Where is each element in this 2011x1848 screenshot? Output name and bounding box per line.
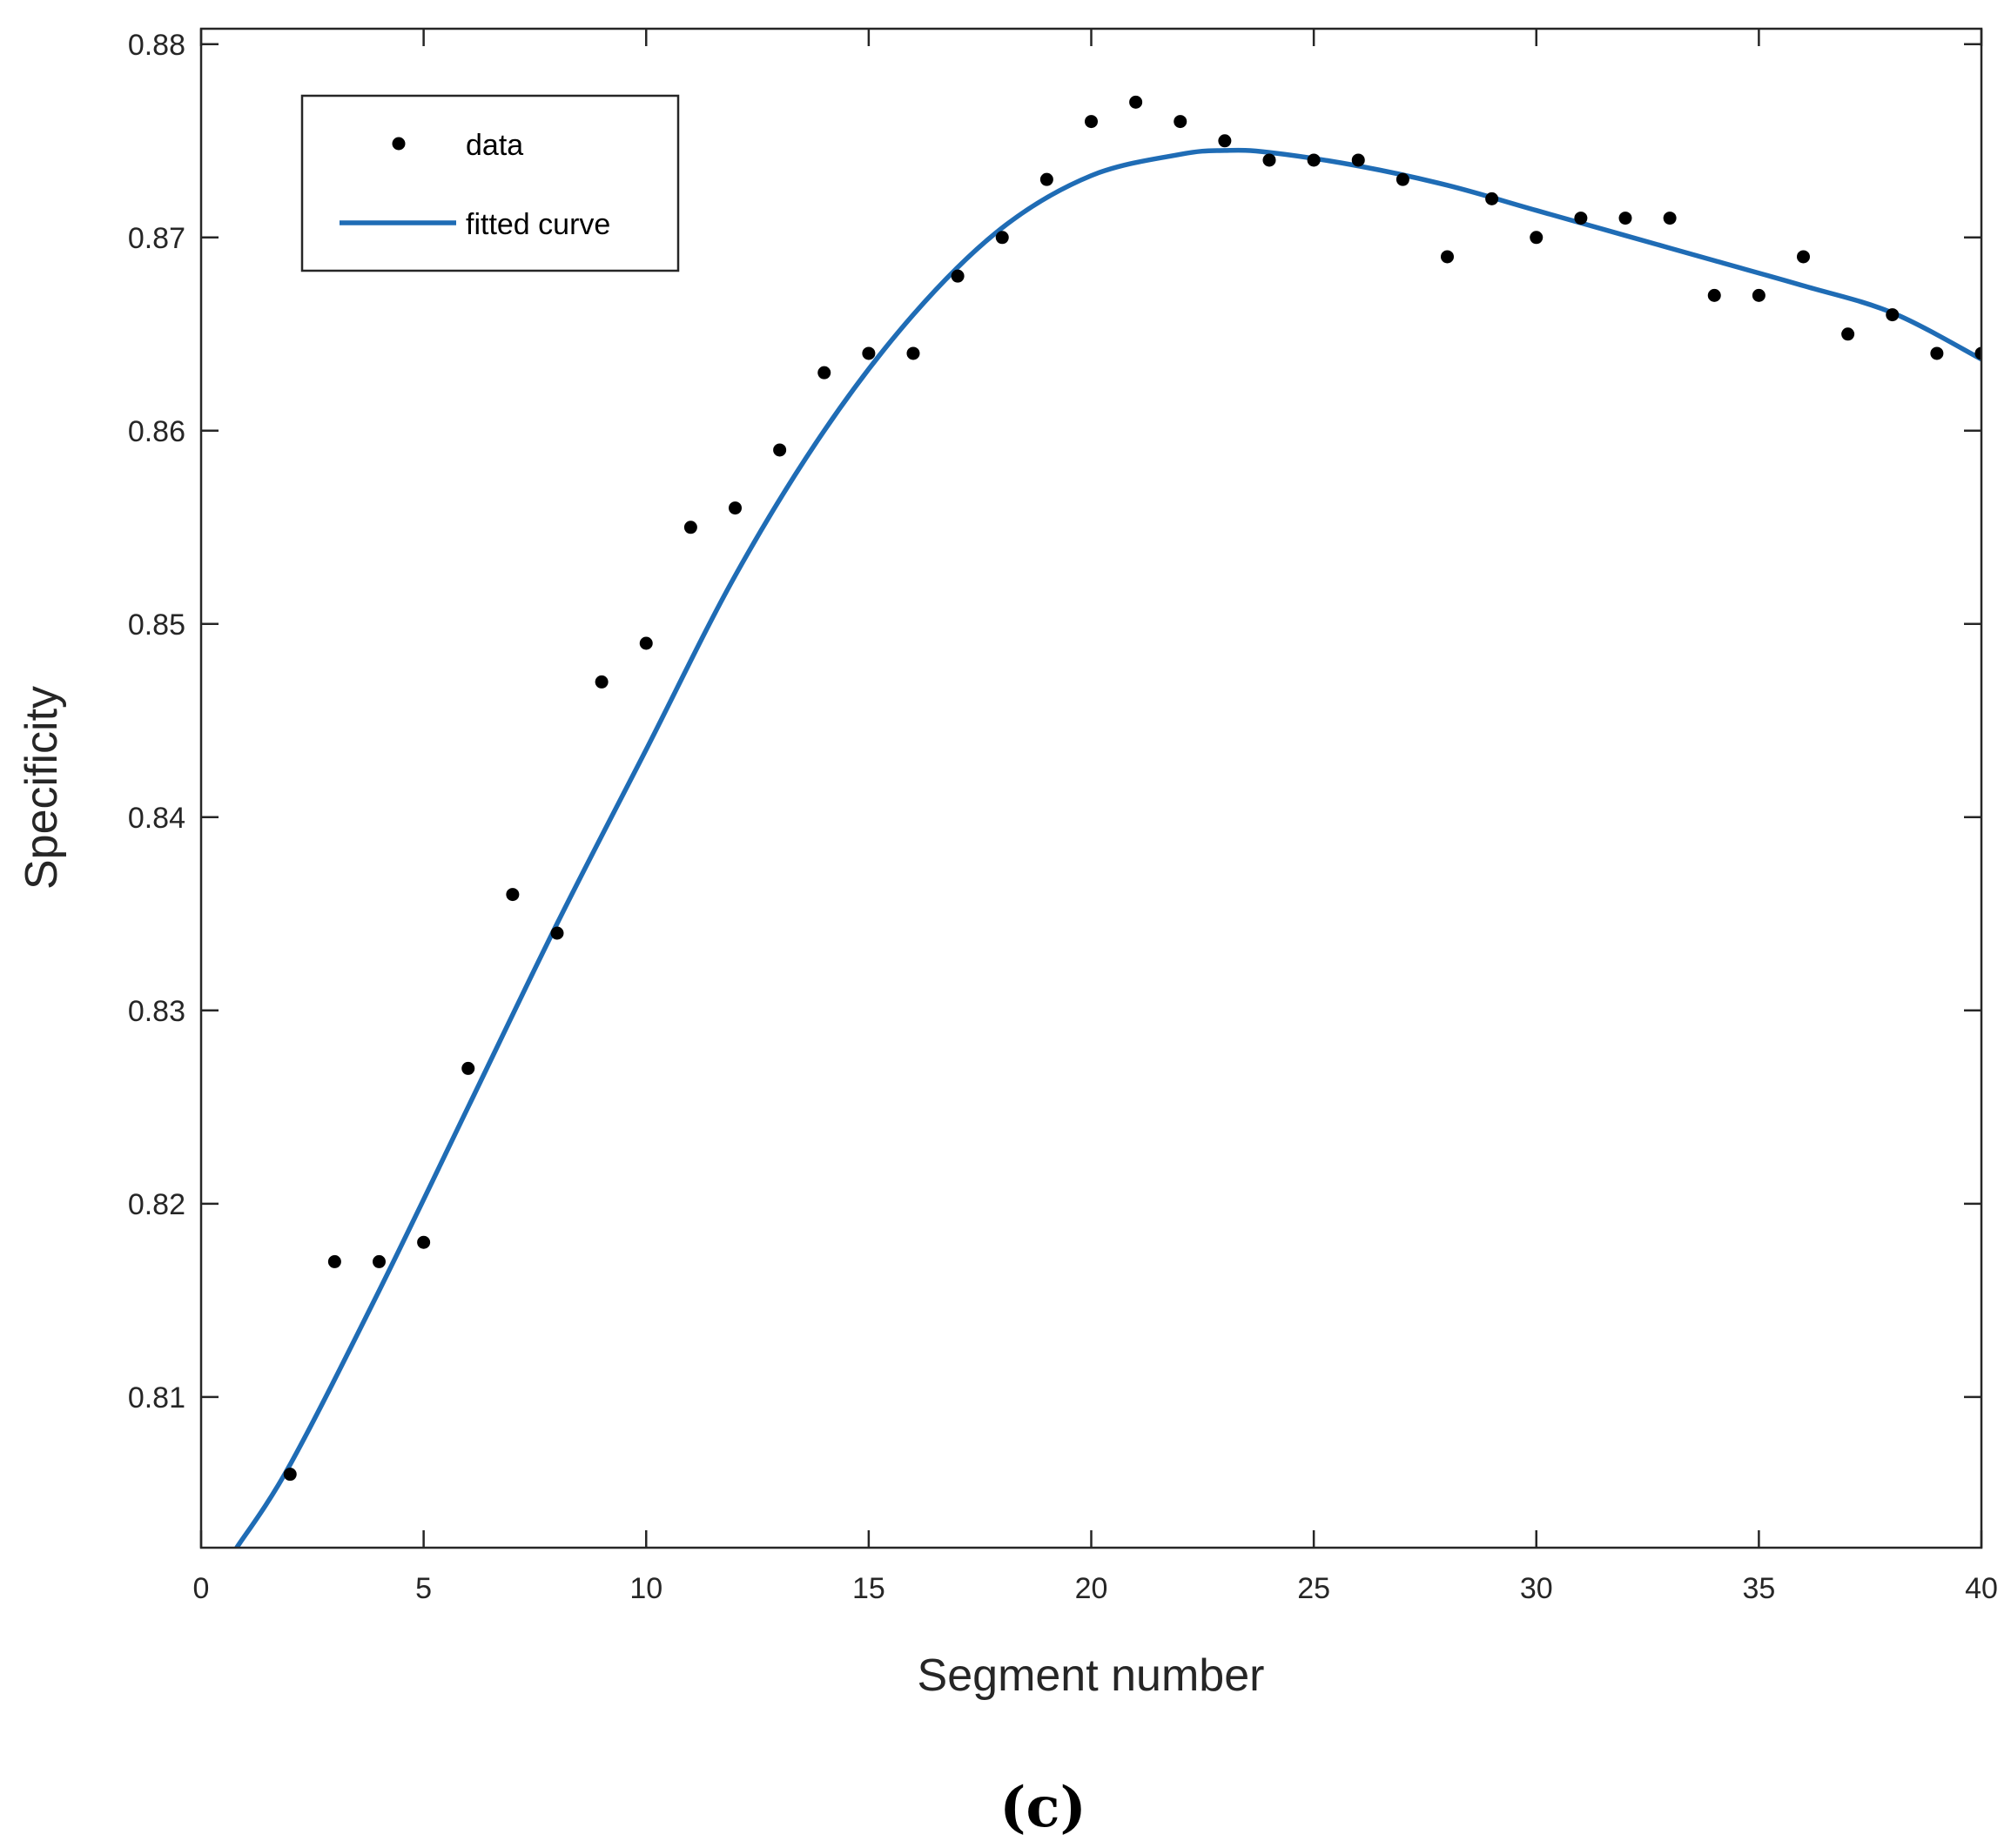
data-point	[1841, 327, 1855, 341]
fitted-curve-line	[234, 147, 1981, 1548]
legend-data-label: data	[466, 129, 523, 162]
data-point	[906, 346, 920, 360]
data-point	[862, 346, 876, 360]
panel-label: (c)	[999, 1775, 1086, 1840]
data-point	[1886, 308, 1900, 322]
data-point	[595, 675, 609, 689]
x-tick-label: 40	[1965, 1572, 1998, 1605]
plot-frame	[199, 27, 1983, 1549]
data-point	[1396, 172, 1409, 186]
x-tick-labels: 0 5 10 15 20 25 30 35 40	[193, 1572, 1998, 1605]
x-axis-title: Segment number	[918, 1650, 1265, 1701]
data-point	[1663, 212, 1677, 225]
data-point	[1707, 288, 1721, 302]
data-point	[1307, 153, 1321, 167]
data-point	[1174, 115, 1187, 129]
data-point	[1129, 95, 1143, 109]
data-point	[1618, 212, 1632, 225]
x-tick-label: 10	[629, 1572, 662, 1605]
x-tick-label: 0	[193, 1572, 210, 1605]
data-point	[1351, 153, 1365, 167]
data-point	[1262, 153, 1276, 167]
y-tick-label: 0.85	[128, 608, 185, 642]
data-point	[373, 1254, 386, 1268]
legend-data-marker	[392, 137, 406, 151]
plot-background	[201, 29, 1981, 1548]
data-point	[1752, 288, 1766, 302]
data-point	[1485, 192, 1499, 205]
y-tick-label: 0.84	[128, 802, 185, 835]
legend: data fitted curve	[300, 94, 680, 272]
data-point	[1574, 212, 1588, 225]
y-tick-labels: 0.81 0.82 0.83 0.84 0.85 0.86 0.87 0.88	[128, 29, 185, 1415]
legend-fit-label: fitted curve	[466, 208, 610, 241]
data-point	[729, 501, 742, 515]
data-point	[817, 366, 831, 380]
data-point	[327, 1254, 341, 1268]
axis-ticks	[199, 29, 1983, 1548]
data-point	[283, 1468, 297, 1482]
data-point	[417, 1235, 431, 1249]
y-tick-label: 0.83	[128, 995, 185, 1028]
x-tick-label: 20	[1075, 1572, 1108, 1605]
y-tick-label: 0.81	[128, 1381, 185, 1415]
y-tick-label: 0.88	[128, 29, 185, 62]
data-point	[1085, 115, 1098, 129]
data-point	[461, 1061, 475, 1075]
legend-box	[300, 94, 680, 272]
x-tick-label: 35	[1742, 1572, 1775, 1605]
y-tick-label: 0.86	[128, 415, 185, 448]
x-tick-label: 30	[1520, 1572, 1553, 1605]
data-point	[639, 636, 653, 650]
data-points	[283, 95, 1981, 1482]
data-point	[506, 888, 520, 902]
data-point	[1530, 231, 1544, 245]
y-tick-label: 0.87	[128, 222, 185, 255]
y-tick-label: 0.82	[128, 1188, 185, 1221]
data-point	[1974, 346, 1981, 360]
data-point	[1930, 346, 1944, 360]
data-point	[951, 269, 965, 283]
data-point	[683, 521, 697, 534]
y-axis-title: Specificity	[17, 686, 67, 890]
data-point	[1441, 250, 1454, 264]
data-point	[1218, 134, 1232, 148]
x-tick-label: 5	[415, 1572, 432, 1605]
data-point	[550, 926, 564, 940]
data-point	[995, 231, 1009, 245]
data-point	[1039, 172, 1053, 186]
data-point	[1797, 250, 1810, 264]
x-tick-label: 25	[1297, 1572, 1330, 1605]
data-point	[773, 443, 787, 457]
x-tick-label: 15	[852, 1572, 885, 1605]
